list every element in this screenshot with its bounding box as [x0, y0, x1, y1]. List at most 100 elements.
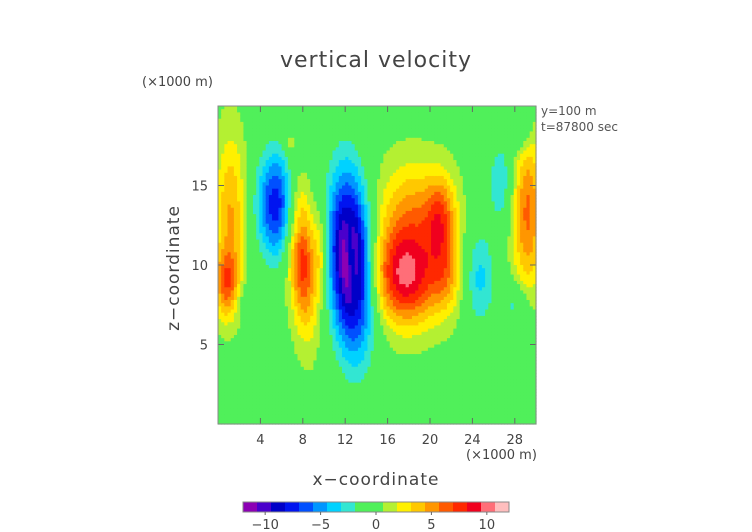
heatmap-cell — [297, 414, 302, 419]
heatmap-cell — [256, 166, 260, 171]
heatmap-cell — [224, 398, 229, 403]
heatmap-cell — [354, 230, 359, 234]
heatmap-cell — [326, 325, 330, 330]
heatmap-cell — [230, 258, 235, 263]
heatmap-cell — [268, 401, 273, 406]
heatmap-cell — [287, 411, 292, 416]
heatmap-cell — [313, 153, 318, 158]
heatmap-cell — [240, 408, 245, 412]
heatmap-cell — [256, 392, 260, 396]
heatmap-cell — [348, 140, 353, 145]
heatmap-cell — [361, 325, 365, 330]
heatmap-cell — [262, 369, 267, 374]
heatmap-cell — [338, 325, 343, 330]
heatmap-cell — [240, 255, 245, 260]
heatmap-cell — [357, 350, 362, 355]
heatmap-cell — [227, 376, 232, 381]
heatmap-cell — [310, 408, 314, 412]
heatmap-cell — [221, 118, 225, 123]
heatmap-cell — [249, 373, 254, 377]
heatmap-cell — [373, 274, 378, 279]
heatmap-cell — [262, 214, 267, 218]
heatmap-cell — [294, 271, 299, 276]
heatmap-cell — [332, 150, 337, 155]
heatmap-cell — [354, 411, 359, 416]
heatmap-cell — [275, 360, 280, 365]
heatmap-cell — [278, 334, 283, 339]
heatmap-cell — [348, 226, 353, 231]
heatmap-cell — [329, 373, 334, 377]
heatmap-cell — [287, 252, 292, 257]
heatmap-cell — [265, 284, 270, 288]
heatmap-cell — [284, 115, 289, 120]
heatmap-cell — [367, 220, 372, 225]
heatmap-cell — [322, 249, 327, 253]
heatmap-cell — [329, 236, 334, 241]
heatmap-cell — [268, 249, 273, 253]
heatmap-cell — [335, 341, 340, 346]
heatmap-cell — [237, 156, 241, 161]
heatmap-cell — [313, 210, 318, 215]
heatmap-cell — [224, 404, 229, 409]
heatmap-cell — [243, 249, 248, 253]
heatmap-cell — [364, 344, 369, 349]
heatmap-cell — [300, 118, 305, 123]
heatmap-cell — [319, 398, 324, 403]
heatmap-cell — [316, 115, 321, 120]
heatmap-cell — [297, 230, 302, 234]
heatmap-cell — [338, 201, 343, 206]
heatmap-cell — [233, 408, 238, 412]
heatmap-cell — [303, 160, 308, 164]
heatmap-cell — [237, 261, 241, 266]
heatmap-cell — [297, 277, 302, 282]
heatmap-cell — [300, 271, 305, 276]
heatmap-cell — [322, 414, 327, 419]
heatmap-cell — [335, 210, 340, 215]
heatmap-cell — [316, 214, 321, 218]
heatmap-field — [218, 106, 537, 425]
heatmap-cell — [221, 242, 225, 247]
heatmap-cell — [319, 347, 324, 352]
heatmap-cell — [329, 325, 334, 330]
heatmap-cell — [278, 112, 283, 117]
heatmap-cell — [246, 389, 251, 393]
heatmap-cell — [335, 277, 340, 282]
heatmap-cell — [281, 299, 286, 304]
heatmap-cell — [354, 319, 359, 323]
heatmap-cell — [319, 166, 324, 171]
heatmap-cell — [332, 242, 337, 247]
heatmap-cell — [322, 369, 327, 374]
heatmap-cell — [332, 140, 337, 145]
heatmap-cell — [373, 331, 378, 336]
heatmap-cell — [278, 131, 283, 136]
heatmap-cell — [287, 169, 292, 174]
heatmap-cell — [268, 191, 273, 196]
heatmap-cell — [281, 188, 286, 193]
heatmap-cell — [342, 191, 346, 196]
heatmap-cell — [262, 230, 267, 234]
heatmap-cell — [281, 201, 286, 206]
heatmap-cell — [278, 179, 283, 183]
heatmap-cell — [367, 166, 372, 171]
heatmap-cell — [307, 376, 311, 381]
heatmap-cell — [237, 306, 241, 311]
heatmap-cell — [354, 347, 359, 352]
heatmap-cell — [221, 420, 225, 425]
heatmap-cell — [262, 290, 267, 295]
heatmap-cell — [342, 290, 346, 295]
heatmap-cell — [218, 245, 222, 250]
heatmap-cell — [259, 156, 264, 161]
heatmap-cell — [249, 188, 254, 193]
heatmap-cell — [345, 147, 349, 152]
heatmap-cell — [316, 366, 321, 371]
heatmap-cell — [303, 166, 308, 171]
heatmap-cell — [297, 271, 302, 276]
heatmap-cell — [265, 341, 270, 346]
heatmap-cell — [233, 128, 238, 133]
heatmap-cell — [326, 296, 330, 301]
heatmap-cell — [240, 280, 245, 285]
heatmap-cell — [294, 261, 299, 266]
heatmap-cell — [300, 160, 305, 164]
heatmap-cell — [303, 179, 308, 183]
heatmap-cell — [265, 106, 270, 110]
